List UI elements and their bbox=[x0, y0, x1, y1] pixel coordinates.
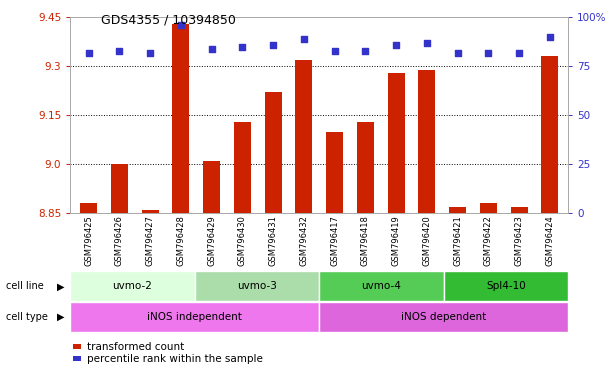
Point bbox=[330, 48, 340, 54]
Text: ▶: ▶ bbox=[57, 312, 64, 322]
Text: ▶: ▶ bbox=[57, 281, 64, 291]
Text: GDS4355 / 10394850: GDS4355 / 10394850 bbox=[101, 13, 236, 26]
Text: uvmo-3: uvmo-3 bbox=[237, 281, 277, 291]
Text: percentile rank within the sample: percentile rank within the sample bbox=[87, 354, 263, 364]
Text: GSM796431: GSM796431 bbox=[269, 215, 277, 266]
Text: uvmo-2: uvmo-2 bbox=[112, 281, 153, 291]
Point bbox=[483, 50, 493, 56]
Text: GSM796430: GSM796430 bbox=[238, 215, 247, 266]
Bar bbox=[195, 271, 320, 301]
Bar bbox=[111, 164, 128, 213]
Bar bbox=[511, 207, 527, 213]
Point bbox=[391, 41, 401, 48]
Bar bbox=[172, 24, 189, 213]
Bar bbox=[234, 122, 251, 213]
Bar bbox=[449, 207, 466, 213]
Point bbox=[299, 36, 309, 42]
Point bbox=[176, 22, 186, 28]
Text: GSM796423: GSM796423 bbox=[514, 215, 524, 266]
Point bbox=[360, 48, 370, 54]
Bar bbox=[326, 131, 343, 213]
Bar bbox=[320, 302, 568, 332]
Point bbox=[422, 40, 432, 46]
Text: GSM796432: GSM796432 bbox=[299, 215, 309, 266]
Text: Spl4-10: Spl4-10 bbox=[486, 281, 526, 291]
Bar bbox=[541, 56, 558, 213]
Point bbox=[114, 48, 124, 54]
Text: GSM796418: GSM796418 bbox=[361, 215, 370, 266]
Text: GSM796419: GSM796419 bbox=[392, 215, 401, 266]
Point bbox=[453, 50, 463, 56]
Bar bbox=[320, 271, 444, 301]
Point bbox=[84, 50, 93, 56]
Text: iNOS dependent: iNOS dependent bbox=[401, 312, 486, 322]
Text: GSM796425: GSM796425 bbox=[84, 215, 93, 266]
Point bbox=[145, 50, 155, 56]
Point bbox=[238, 44, 247, 50]
Text: cell line: cell line bbox=[6, 281, 44, 291]
Bar bbox=[444, 271, 568, 301]
Text: GSM796420: GSM796420 bbox=[422, 215, 431, 266]
Bar bbox=[419, 70, 435, 213]
Text: transformed count: transformed count bbox=[87, 342, 184, 352]
Bar bbox=[203, 161, 220, 213]
Text: GSM796429: GSM796429 bbox=[207, 215, 216, 266]
Text: GSM796422: GSM796422 bbox=[484, 215, 493, 266]
Text: uvmo-4: uvmo-4 bbox=[362, 281, 401, 291]
Bar bbox=[480, 203, 497, 213]
Point bbox=[545, 34, 555, 40]
Text: GSM796417: GSM796417 bbox=[330, 215, 339, 266]
Text: iNOS independent: iNOS independent bbox=[147, 312, 242, 322]
Text: GSM796424: GSM796424 bbox=[545, 215, 554, 266]
Bar bbox=[142, 210, 159, 213]
Point bbox=[207, 46, 216, 52]
Point bbox=[268, 41, 278, 48]
Text: cell type: cell type bbox=[6, 312, 48, 322]
Text: GSM796428: GSM796428 bbox=[177, 215, 185, 266]
Text: GSM796427: GSM796427 bbox=[145, 215, 155, 266]
Bar bbox=[70, 271, 195, 301]
Bar bbox=[265, 92, 282, 213]
Bar bbox=[387, 73, 404, 213]
Text: GSM796421: GSM796421 bbox=[453, 215, 462, 266]
Text: GSM796426: GSM796426 bbox=[115, 215, 124, 266]
Bar bbox=[80, 203, 97, 213]
Bar bbox=[296, 60, 312, 213]
Point bbox=[514, 50, 524, 56]
Bar bbox=[70, 302, 320, 332]
Bar bbox=[357, 122, 374, 213]
